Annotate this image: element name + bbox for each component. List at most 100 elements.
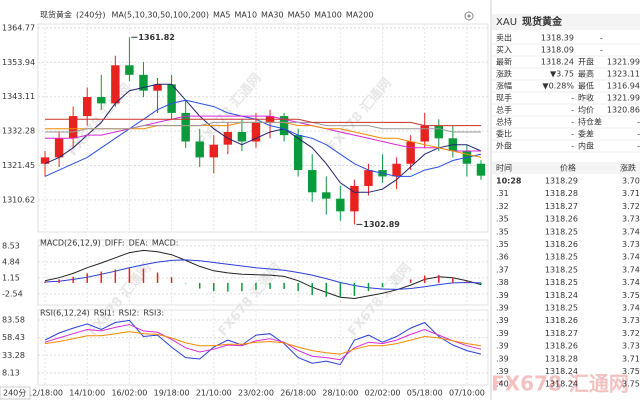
trade-change: 3.74: [622, 265, 640, 274]
trade-time: .31: [496, 189, 509, 198]
trade-price: 1318.27: [545, 202, 578, 211]
quote-cell: 持仓差: [578, 117, 602, 127]
trade-change: 3.75: [622, 380, 640, 389]
candle-body: [195, 141, 204, 158]
quote-cell: 1321.99: [607, 94, 640, 103]
trade-change: 3.70: [622, 177, 640, 186]
series-line: [44, 83, 482, 193]
y-tick-label: 58.43: [2, 333, 25, 342]
legend-entry: MA50: [288, 11, 311, 20]
quote-cell: -: [637, 142, 640, 151]
legend-entry: MA100: [314, 11, 342, 20]
candle-body: [40, 157, 50, 164]
trade-change: 3.71: [622, 354, 640, 363]
candle-body: [279, 116, 289, 136]
trade-price: 1318.24: [545, 380, 578, 389]
candle-body: [336, 198, 345, 212]
x-tick-label: 07/10:00: [449, 389, 485, 398]
quote-cell: 涨幅: [496, 81, 512, 91]
candle-body: [209, 144, 218, 158]
x-tick-label: 16/02:00: [111, 389, 147, 398]
y-tick-label: 1343.11: [2, 92, 35, 101]
x-tick-label: 05/18:00: [407, 389, 443, 398]
trade-time: .39: [496, 316, 509, 325]
quote-cell: 1321.99: [607, 58, 640, 67]
legend-entry: MA5: [213, 11, 230, 20]
trade-price: 1318.27: [545, 329, 578, 338]
trade-change: 3.72: [622, 202, 640, 211]
trade-change: 3.74: [622, 253, 640, 262]
trade-price: 1318.26: [545, 215, 578, 224]
quote-header-bg: [492, 14, 640, 30]
trades-header: 价格: [560, 163, 576, 173]
trade-time: 10:28: [496, 177, 522, 186]
quote-name: 现货黄金: [522, 15, 563, 28]
candle-body: [181, 112, 190, 142]
trade-price: 1318.28: [545, 189, 578, 198]
x-tick-label: 26/18:00: [280, 389, 316, 398]
quote-cell: -: [637, 130, 640, 139]
quote-cell: -: [571, 118, 574, 127]
legend-entry: DEA:: [129, 239, 148, 248]
series-line: [44, 259, 482, 290]
quote-cell: -: [571, 94, 574, 103]
trade-price: 1318.25: [545, 253, 578, 262]
x-tick-label: 19/18:00: [154, 389, 190, 398]
candle-body: [308, 170, 317, 193]
candle-body: [139, 74, 148, 91]
trade-time: .40: [496, 380, 509, 389]
candle-body: [476, 163, 486, 176]
trade-change: 3.74: [622, 304, 640, 313]
quote-cell: 1320.86: [607, 106, 640, 115]
x-tick-label: 28/10:00: [322, 389, 358, 398]
series-line: [45, 121, 481, 133]
candle-body: [83, 97, 92, 117]
quote-cell: 昨收: [578, 93, 594, 103]
trade-change: 3.74: [622, 227, 640, 236]
series-line: [45, 118, 481, 127]
trade-change: 3.74: [622, 278, 640, 287]
trade-change: 3.73: [622, 342, 640, 351]
y-tick-label: 33.28: [2, 351, 25, 360]
quote-cell: 1318.24: [541, 58, 574, 67]
quote-cell: -: [600, 34, 603, 43]
y-tick-label: 1310.62: [2, 195, 35, 204]
trade-time: .37: [496, 265, 509, 274]
quote-cell: 卖出: [496, 33, 512, 43]
trade-time: .36: [496, 253, 509, 262]
legend-entry: MACD:: [152, 239, 179, 248]
trade-price: 1318.24: [545, 367, 578, 376]
plot-frame: [37, 239, 489, 306]
x-tick-label: 21/10:00: [196, 389, 232, 398]
gear[interactable]: [464, 11, 474, 21]
trade-price: 1318.24: [545, 291, 578, 300]
quote-cell: ▼0.28%: [542, 82, 574, 91]
y-tick-label: -2.54: [2, 289, 23, 298]
trade-time: .39: [496, 367, 509, 376]
candle-body: [153, 84, 162, 91]
quote-cell: -: [571, 106, 574, 115]
period-button-box[interactable]: [0, 386, 31, 400]
candle-body: [251, 122, 261, 142]
candle-body: [322, 192, 331, 199]
panel-title: 现货黄金: [40, 10, 72, 20]
y-tick-label: 1364.77: [2, 23, 35, 32]
quote-cell: 最新: [496, 57, 512, 67]
quote-cell: 开盘: [578, 57, 594, 67]
trade-change: 3.71: [622, 189, 640, 198]
legend-entry: RSI1:: [94, 309, 115, 318]
trade-time: .39: [496, 304, 509, 313]
trade-price: 1318.25: [545, 265, 578, 274]
series-line: [44, 249, 482, 300]
period-label: (240分): [76, 11, 106, 20]
period-button[interactable]: 240分: [3, 389, 26, 398]
trade-price: 1318.26: [545, 342, 578, 351]
quote-cell: -: [571, 130, 574, 139]
series-line: [44, 331, 482, 355]
trade-price: 1318.25: [545, 304, 578, 313]
indicator-label: MA(5,10,30,50,100,200): [112, 11, 210, 20]
x-tick-label: 02/02:00: [365, 389, 401, 398]
settings-icon[interactable]: [464, 11, 474, 21]
quote-cell: 买入: [496, 46, 512, 55]
